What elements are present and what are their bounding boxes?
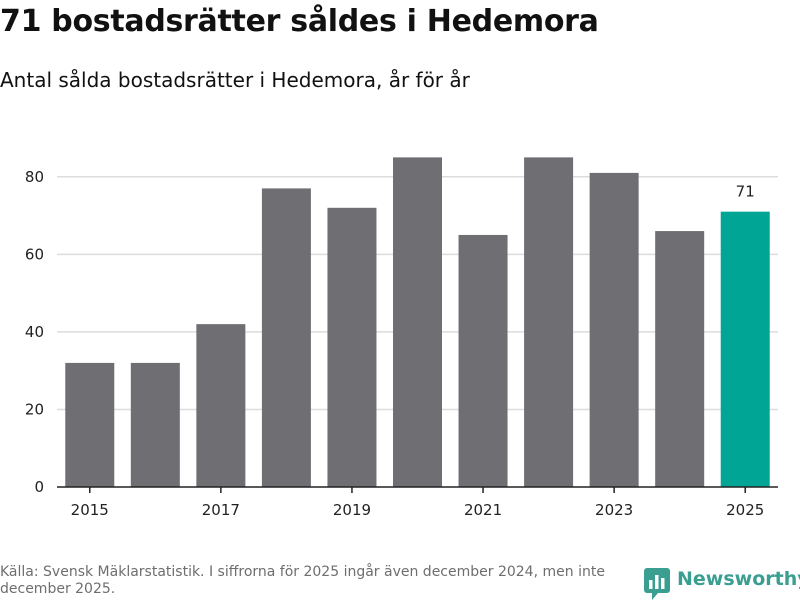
source-note: Källa: Svensk Mäklarstatistik. I siffror… xyxy=(0,564,605,597)
newsworthy-logo-icon xyxy=(644,568,670,600)
brand-name: Newsworthy xyxy=(677,568,800,590)
bar-2017 xyxy=(196,324,246,487)
bar-2015 xyxy=(65,362,115,487)
bar-2018 xyxy=(261,188,311,487)
labels: 0 20 40 60 80 2015 2017 2019 2021 2023 2025 71 xyxy=(25,168,764,519)
bar-2025 xyxy=(720,211,770,487)
bar-2020 xyxy=(393,157,442,487)
y-tick-label: 60 xyxy=(25,245,44,263)
x-tick-label: 2015 xyxy=(71,501,109,519)
bar-2024 xyxy=(655,231,705,487)
x-tick-label: 2021 xyxy=(464,501,502,519)
axes xyxy=(57,486,778,493)
chart-subtitle: Antal sålda bostadsrätter i Hedemora, år… xyxy=(0,68,470,92)
x-tick-label: 2017 xyxy=(202,501,240,519)
x-tick-label: 2025 xyxy=(726,501,764,519)
chart-title: 71 bostadsrätter såldes i Hedemora xyxy=(0,4,599,39)
brand-logo: Newsworthy xyxy=(644,568,800,600)
y-tick-label: 40 xyxy=(25,323,44,341)
x-tick-label: 2019 xyxy=(333,501,371,519)
bar-2021 xyxy=(458,234,508,487)
bar-2019 xyxy=(327,207,377,488)
y-tick-label: 80 xyxy=(25,168,44,186)
bars xyxy=(65,157,770,488)
x-tick-label: 2023 xyxy=(595,501,633,519)
y-tick-label: 0 xyxy=(34,478,44,496)
bar-2023 xyxy=(589,172,639,487)
bar-2016 xyxy=(130,362,180,487)
data-label-2025: 71 xyxy=(736,183,755,201)
y-tick-label: 20 xyxy=(25,400,44,418)
bar-2022 xyxy=(524,157,574,487)
bar-chart: 0 20 40 60 80 2015 2017 2019 2021 2023 2025 71 xyxy=(25,157,778,519)
